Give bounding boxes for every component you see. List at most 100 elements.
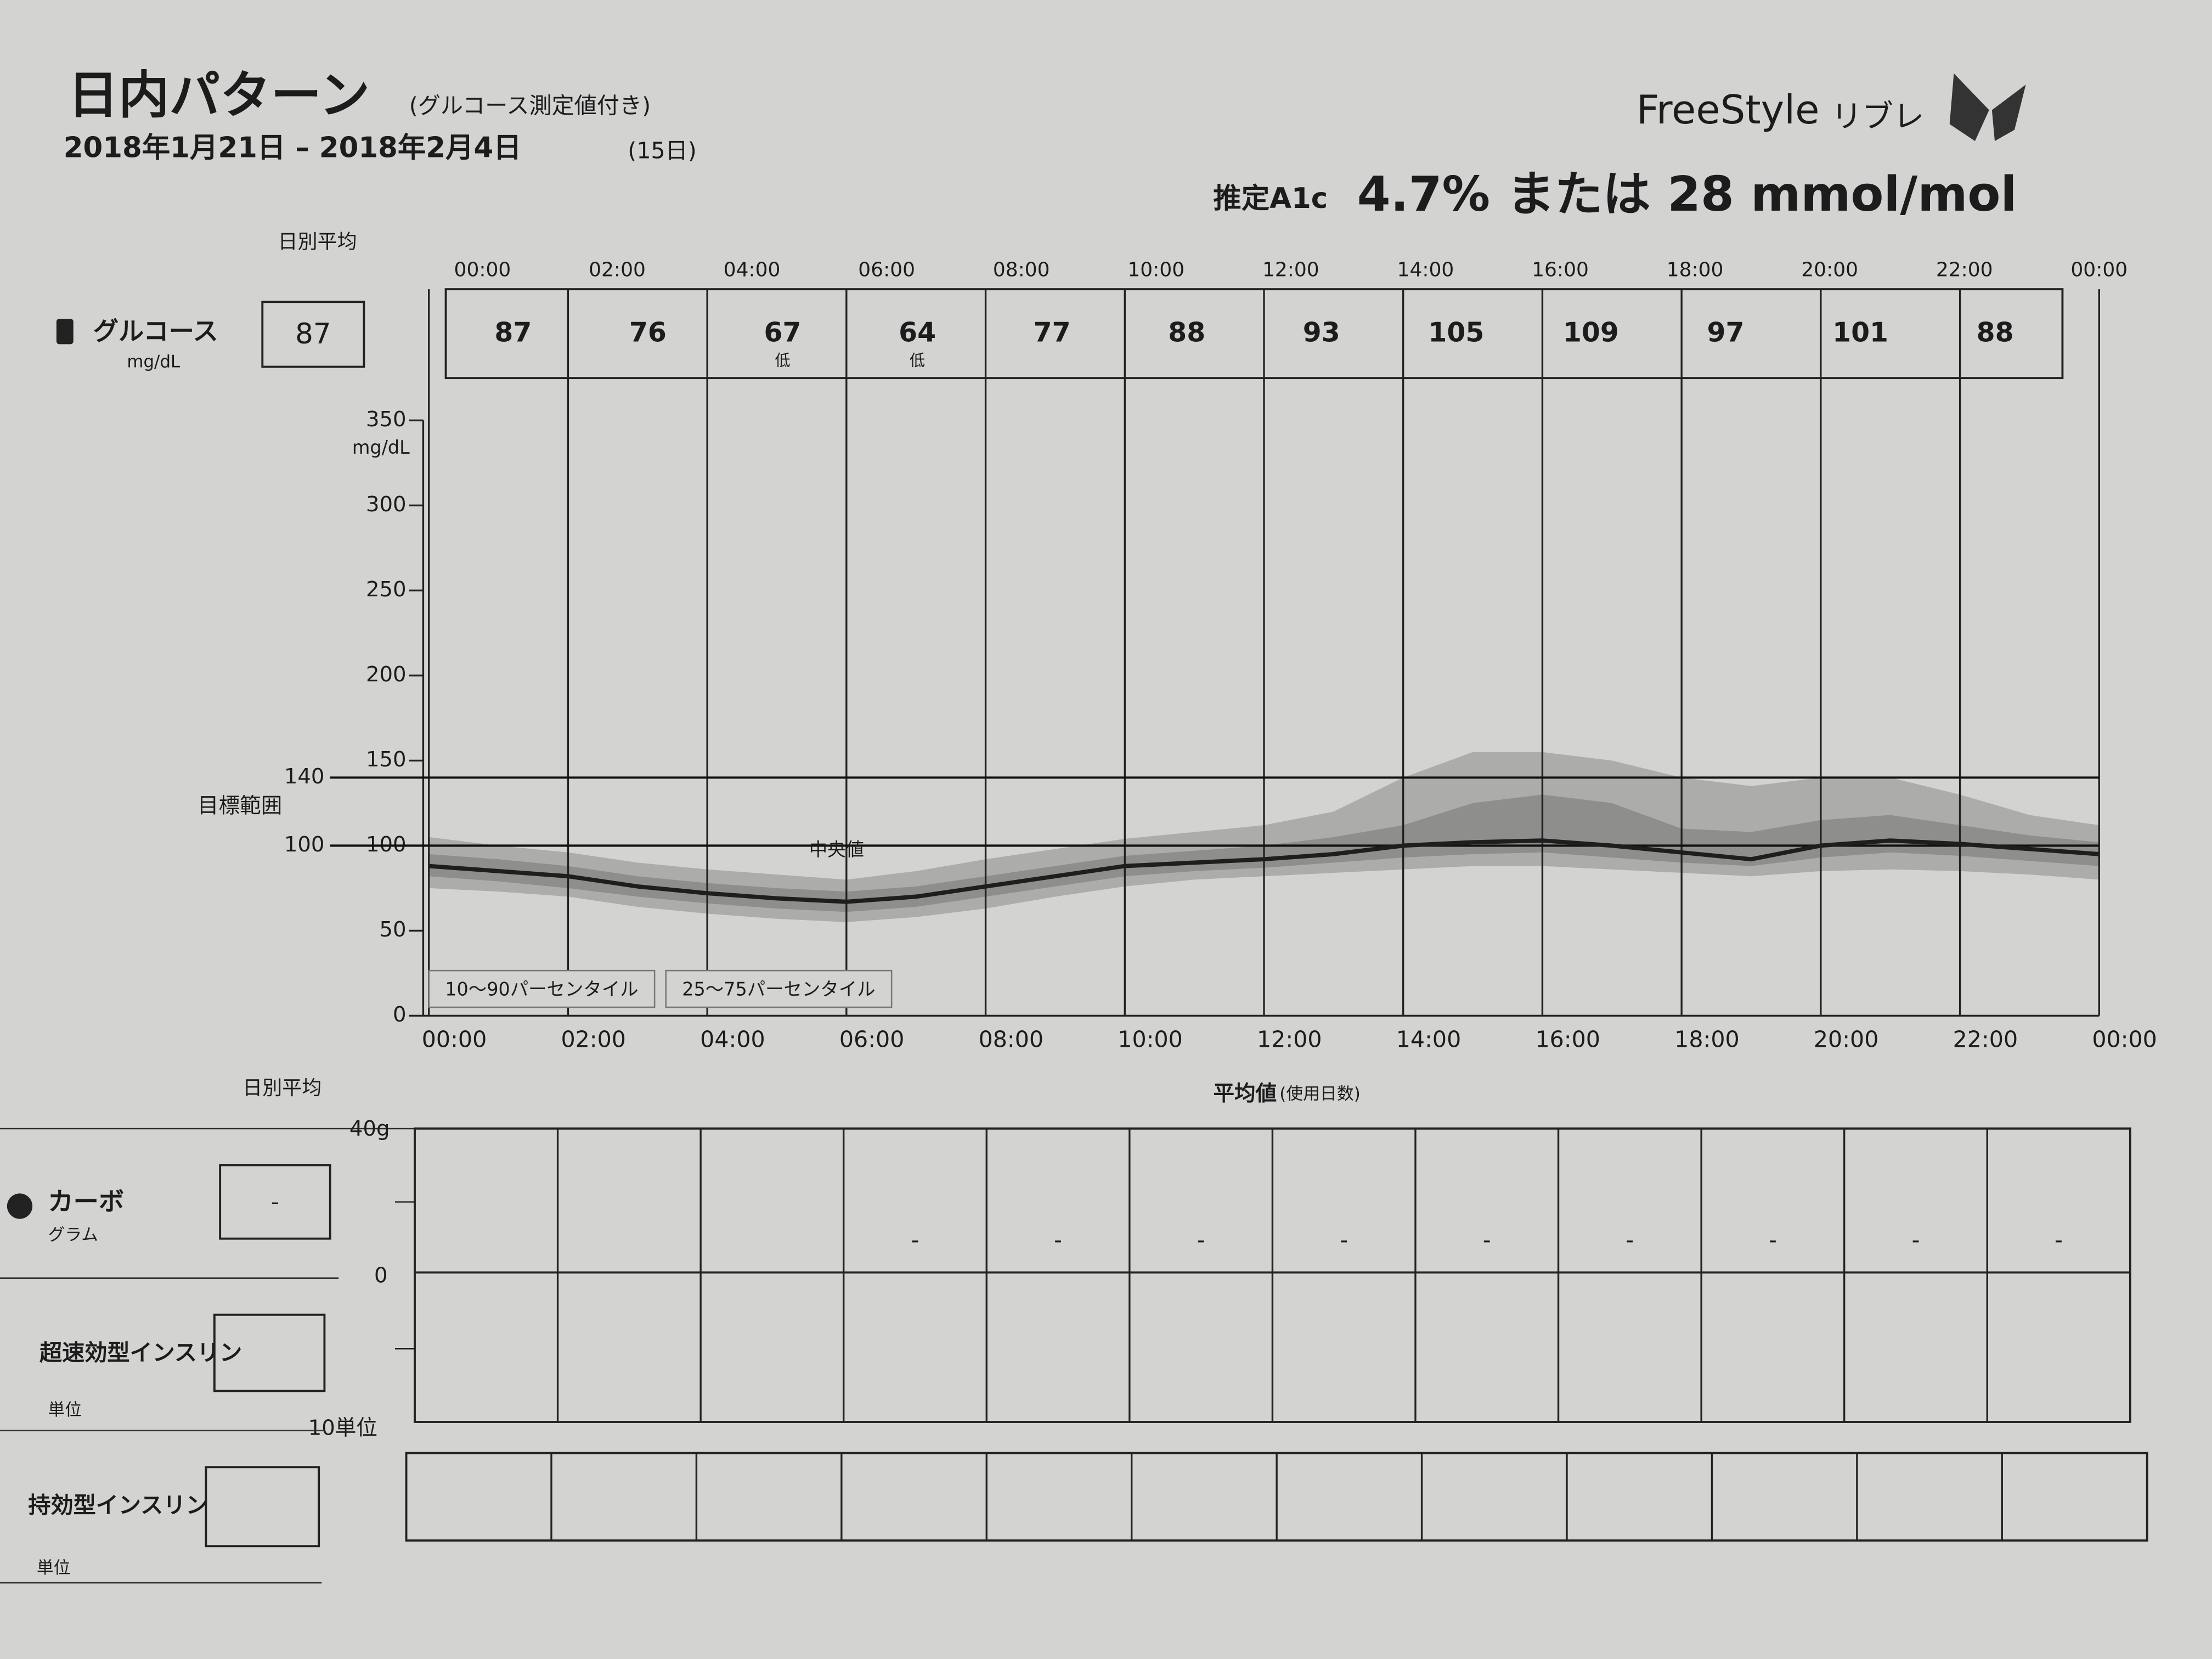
apple-icon <box>7 1193 33 1219</box>
low-note: 低 <box>775 351 790 369</box>
hourly-avg: 97 <box>1707 317 1745 348</box>
carb-value: - <box>1769 1227 1777 1253</box>
long-unit: 単位 <box>37 1558 71 1578</box>
rapid-avg-box <box>213 1313 326 1392</box>
carb-value: - <box>1340 1227 1348 1253</box>
legend-box <box>665 969 893 1008</box>
time-label: 16:00 <box>1532 259 1589 281</box>
carb-value: - <box>1483 1227 1491 1253</box>
x-tick-label: 16:00 <box>1535 1026 1600 1053</box>
y-tick-label: 150 <box>366 747 407 772</box>
hourly-avg: 88 <box>1977 317 2014 348</box>
time-label: 14:00 <box>1397 259 1454 281</box>
time-label: 06:00 <box>858 259 915 281</box>
butterfly-logo <box>1949 73 2026 142</box>
legend-box <box>428 969 656 1008</box>
time-label: 00:00 <box>2070 259 2128 281</box>
x-tick-label: 14:00 <box>1396 1026 1462 1053</box>
generated: 00:00 02:00 04:00 06:00 08:00 10:00 12:00 14:00… <box>284 259 2157 1541</box>
hourly-avg: 76 <box>629 317 667 348</box>
a1c-value: 4.7% または 28 mmol/mol <box>1357 166 2017 222</box>
a1c-label: 推定A1c <box>1213 182 1328 215</box>
y-tick-label: 50 <box>379 917 406 942</box>
carb-value: - <box>1626 1227 1634 1253</box>
sensor-icon <box>56 319 74 345</box>
hourly-avg: 88 <box>1168 317 1205 348</box>
carbs-avg-box <box>219 1164 331 1240</box>
x-tick-label: 10:00 <box>1118 1026 1183 1053</box>
brand-sub: リブレ <box>1831 99 1925 135</box>
x-tick-label: 00:00 <box>422 1026 487 1053</box>
hourly-avg: 64 <box>899 317 936 348</box>
x-tick-label: 02:00 <box>561 1026 626 1053</box>
carbs-label: カーボ <box>48 1187 124 1216</box>
rapid-label: 超速効型インスリン <box>40 1340 242 1366</box>
lower-title: 平均値 <box>1213 1081 1277 1106</box>
time-label: 04:00 <box>724 259 781 281</box>
y-tick-label: 350 <box>366 407 407 432</box>
legend-label: 25～75パーセンタイル <box>682 979 875 1000</box>
median-line <box>428 838 2100 904</box>
time-label: 20:00 <box>1801 259 1858 281</box>
y-tick-label: 0 <box>393 1002 407 1027</box>
x-tick-label: 08:00 <box>979 1026 1044 1053</box>
carbs-unit: グラム <box>48 1225 98 1245</box>
y-tick-label: 300 <box>366 492 407 517</box>
hourly-avg: 93 <box>1303 317 1340 348</box>
days: (15日) <box>628 138 697 164</box>
daily-avg-label: 日別平均 <box>278 230 357 253</box>
long-label: 持効型インスリン <box>28 1492 208 1518</box>
lower-title-note: (使用日数) <box>1279 1084 1360 1104</box>
x-tick-label: 20:00 <box>1814 1026 1879 1053</box>
time-label: 22:00 <box>1936 259 1993 281</box>
median-label: 中央値 <box>809 839 864 860</box>
daily-avg-label-lower: 日別平均 <box>242 1077 321 1099</box>
time-label: 08:00 <box>993 259 1050 281</box>
scale-bottom: 10単位 <box>308 1415 377 1440</box>
target-value: 100 <box>284 832 325 857</box>
carb-value: - <box>1197 1227 1205 1253</box>
scale-top: 40g <box>349 1116 390 1141</box>
carb-value: - <box>2055 1227 2063 1253</box>
y-tick-label: 250 <box>366 577 407 602</box>
hourly-avg: 87 <box>494 317 532 348</box>
glucose-daily-avg: 87 <box>295 318 331 351</box>
time-label: 12:00 <box>1262 259 1319 281</box>
long-avg-box <box>205 1466 320 1548</box>
x-tick-label: 12:00 <box>1257 1026 1322 1053</box>
time-label: 00:00 <box>454 259 511 281</box>
time-label: 18:00 <box>1667 259 1724 281</box>
hourly-avg: 67 <box>764 317 802 348</box>
legend-label: 10～90パーセンタイル <box>445 979 638 1000</box>
glucose-label: グルコース <box>93 316 218 346</box>
time-label: 10:00 <box>1127 259 1184 281</box>
hourly-avg: 101 <box>1832 317 1888 348</box>
scale-zero: 0 <box>374 1263 388 1288</box>
glucose-unit: mg/dL <box>127 352 180 371</box>
x-tick-label: 00:00 <box>2092 1026 2157 1053</box>
rapid-unit: 単位 <box>48 1400 82 1420</box>
y-tick-label: 200 <box>366 662 407 687</box>
x-tick-label: 04:00 <box>700 1026 765 1053</box>
daily-avg-box <box>261 301 365 368</box>
date-range: 2018年1月21日 – 2018年2月4日 <box>64 132 522 165</box>
hourly-avg: 105 <box>1428 317 1484 348</box>
x-tick-label: 18:00 <box>1674 1026 1740 1053</box>
x-tick-label: 06:00 <box>839 1026 905 1053</box>
hourly-avg-table <box>444 288 2064 380</box>
x-tick-label: 22:00 <box>1953 1026 2018 1053</box>
target-value: 140 <box>284 764 325 789</box>
brand: FreeStyle <box>1637 87 1820 133</box>
carb-value: - <box>1912 1227 1920 1253</box>
hourly-avg: 77 <box>1034 317 1071 348</box>
subtitle: (グルコース測定値付き) <box>409 92 651 119</box>
hourly-avg: 109 <box>1563 317 1619 348</box>
target-label: 目標範囲 <box>198 793 282 818</box>
title: 日内パターン <box>67 65 370 125</box>
carb-value: - <box>1054 1227 1062 1253</box>
y-unit: mg/dL <box>352 437 410 458</box>
carbs-daily-avg: - <box>271 1188 279 1215</box>
low-note: 低 <box>910 351 925 369</box>
